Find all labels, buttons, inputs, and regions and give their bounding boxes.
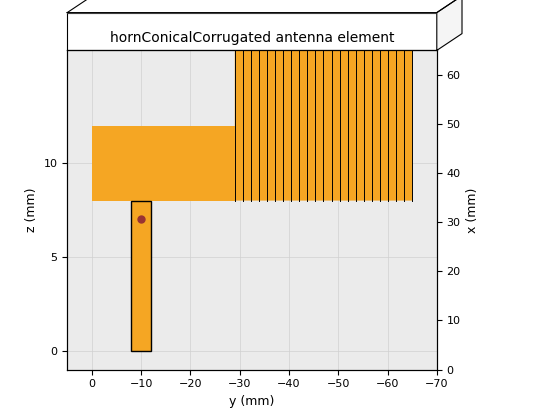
- Polygon shape: [67, 0, 462, 13]
- Title: hornConicalCorrugated antenna element: hornConicalCorrugated antenna element: [110, 31, 394, 45]
- Y-axis label: z (mm): z (mm): [25, 188, 38, 232]
- Polygon shape: [235, 0, 412, 201]
- X-axis label: y (mm): y (mm): [229, 395, 275, 408]
- Polygon shape: [92, 126, 235, 201]
- Polygon shape: [437, 0, 462, 50]
- Y-axis label: x (mm): x (mm): [466, 187, 479, 233]
- Bar: [131, 201, 151, 351]
